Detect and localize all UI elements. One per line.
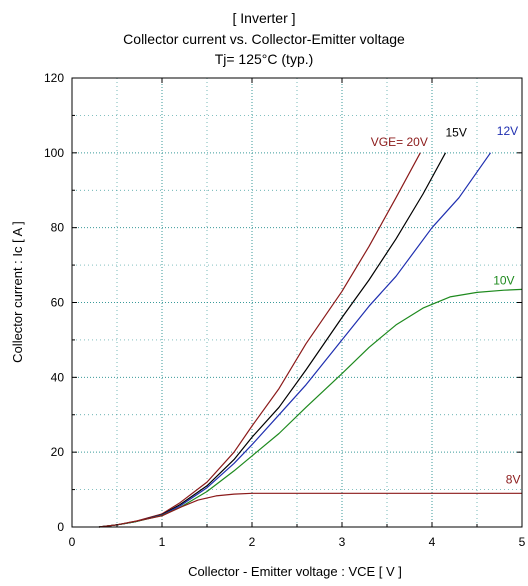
series-label: VGE= 20V xyxy=(371,135,428,149)
chart-title-line-1: [ Inverter ] xyxy=(232,10,296,26)
tick-labels: 0 1 2 3 4 5 0 20 40 60 80 100 120 xyxy=(44,71,526,549)
x-tick-label: 1 xyxy=(159,535,166,549)
series-label: 10V xyxy=(493,274,514,288)
x-tick-label: 0 xyxy=(69,535,76,549)
y-tick-label: 60 xyxy=(51,296,65,310)
y-tick-label: 120 xyxy=(44,71,64,85)
x-axis-title: Collector - Emitter voltage : VCE [ V ] xyxy=(188,564,402,579)
series-layer xyxy=(98,152,523,528)
y-tick-label: 0 xyxy=(57,520,64,534)
chart-title-line-2: Collector current vs. Collector-Emitter … xyxy=(123,31,405,47)
series-line-4 xyxy=(98,492,522,528)
y-axis-title: Collector current : Ic [ A ] xyxy=(10,221,25,363)
series-labels: VGE= 20V 15V 12V 10V 8V xyxy=(371,124,521,487)
series-label: 8V xyxy=(506,473,521,487)
y-tick-label: 20 xyxy=(51,445,65,459)
grid xyxy=(72,78,522,527)
y-tick-label: 100 xyxy=(44,146,64,160)
x-tick-label: 2 xyxy=(249,535,256,549)
x-tick-label: 3 xyxy=(339,535,346,549)
series-label: 15V xyxy=(446,126,467,140)
y-tick-label: 80 xyxy=(51,221,65,235)
series-label: 12V xyxy=(497,124,518,138)
y-tick-label: 40 xyxy=(51,370,65,384)
x-tick-label: 4 xyxy=(429,535,436,549)
chart-title-line-3: Tj= 125°C (typ.) xyxy=(214,51,314,67)
x-tick-label: 5 xyxy=(519,535,526,549)
